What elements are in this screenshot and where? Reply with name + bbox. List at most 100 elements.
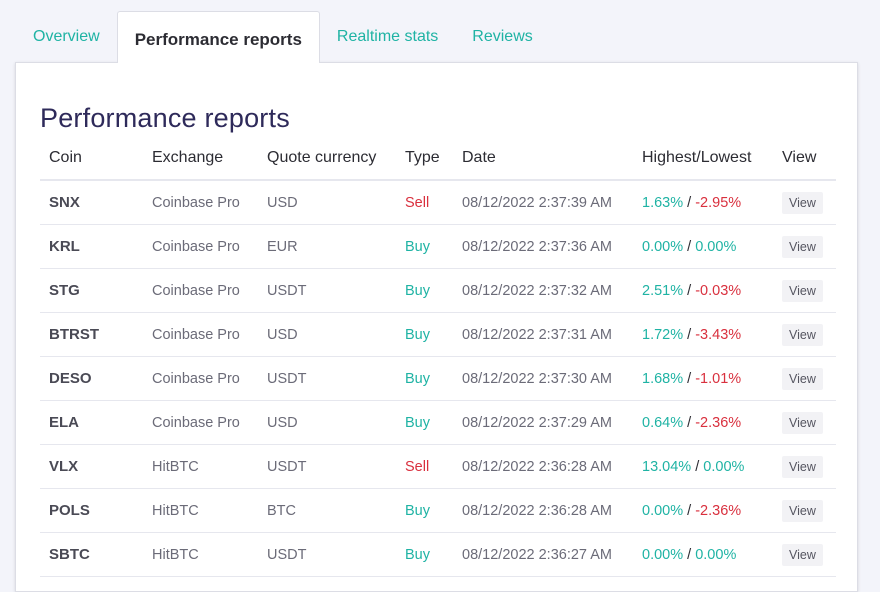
highest-value: 13.04% <box>642 458 692 475</box>
view-button[interactable]: View <box>782 499 823 522</box>
lowest-value: 0.00% <box>695 238 737 255</box>
date-cell: 08/12/2022 2:36:28 AM <box>453 488 633 533</box>
view-button[interactable]: View <box>782 235 823 258</box>
lowest-value: -2.36% <box>695 414 742 431</box>
table-row: SBTC HitBTC USDT Buy 08/12/2022 2:36:27 AM 0.… <box>40 532 836 577</box>
separator: / <box>687 502 692 519</box>
quote-currency-cell: USDT <box>258 532 396 577</box>
date-cell: 08/12/2022 2:37:29 AM <box>453 400 633 445</box>
view-cell: View <box>773 356 836 401</box>
reports-table: Coin Exchange Quote currency Type Date H… <box>40 137 836 577</box>
table-row: POLS HitBTC BTC Buy 08/12/2022 2:36:28 AM 0.0… <box>40 488 836 533</box>
coin-cell: BTRST <box>40 312 143 357</box>
exchange-cell: HitBTC <box>143 532 258 577</box>
column-header-exchange: Exchange <box>143 137 258 181</box>
highest-value: 2.51% <box>642 282 684 299</box>
column-header-highest-lowest: Highest/Lowest <box>633 137 773 181</box>
separator: / <box>687 282 692 299</box>
type-cell: Sell <box>396 180 453 225</box>
coin-cell: KRL <box>40 224 143 269</box>
exchange-cell: Coinbase Pro <box>143 224 258 269</box>
table-row: DESO Coinbase Pro USDT Buy 08/12/2022 2:37:3… <box>40 356 836 401</box>
separator: / <box>695 458 700 475</box>
quote-currency-cell: USD <box>258 312 396 357</box>
highest-value: 1.68% <box>642 370 684 387</box>
exchange-cell: Coinbase Pro <box>143 356 258 401</box>
type-cell: Buy <box>396 224 453 269</box>
lowest-value: -0.03% <box>695 282 742 299</box>
coin-cell: DESO <box>40 356 143 401</box>
column-header-type: Type <box>396 137 453 181</box>
date-cell: 08/12/2022 2:36:28 AM <box>453 444 633 489</box>
view-cell: View <box>773 180 836 225</box>
highest-value: 1.63% <box>642 194 684 211</box>
view-cell: View <box>773 224 836 269</box>
view-cell: View <box>773 532 836 577</box>
view-button[interactable]: View <box>782 279 823 302</box>
highest-value: 1.72% <box>642 326 684 343</box>
quote-currency-cell: EUR <box>258 224 396 269</box>
view-button[interactable]: View <box>782 411 823 434</box>
view-button[interactable]: View <box>782 323 823 346</box>
column-header-coin: Coin <box>40 137 143 181</box>
view-cell: View <box>773 312 836 357</box>
highest-lowest-cell: 0.64% / -2.36% <box>633 400 773 445</box>
highest-lowest-cell: 0.00% / 0.00% <box>633 532 773 577</box>
exchange-cell: Coinbase Pro <box>143 180 258 225</box>
table-header-row: Coin Exchange Quote currency Type Date H… <box>40 137 836 181</box>
view-cell: View <box>773 268 836 313</box>
date-cell: 08/12/2022 2:36:27 AM <box>453 532 633 577</box>
lowest-value: -2.95% <box>695 194 742 211</box>
view-cell: View <box>773 400 836 445</box>
column-header-date: Date <box>453 137 633 181</box>
content-card: Performance reports Coin Exchange Quote … <box>15 62 858 592</box>
table-row: STG Coinbase Pro USDT Buy 08/12/2022 2:37:32… <box>40 268 836 313</box>
coin-cell: VLX <box>40 444 143 489</box>
tab-realtime-stats[interactable]: Realtime stats <box>336 28 439 45</box>
highest-value: 0.00% <box>642 502 684 519</box>
type-cell: Buy <box>396 312 453 357</box>
type-cell: Sell <box>396 444 453 489</box>
quote-currency-cell: USD <box>258 180 396 225</box>
highest-lowest-cell: 1.68% / -1.01% <box>633 356 773 401</box>
tab-overview[interactable]: Overview <box>33 28 100 45</box>
coin-cell: ELA <box>40 400 143 445</box>
date-cell: 08/12/2022 2:37:31 AM <box>453 312 633 357</box>
lowest-value: -2.36% <box>695 502 742 519</box>
exchange-cell: Coinbase Pro <box>143 400 258 445</box>
type-cell: Buy <box>396 356 453 401</box>
lowest-value: -1.01% <box>695 370 742 387</box>
tab-reviews[interactable]: Reviews <box>472 28 533 45</box>
coin-cell: SNX <box>40 180 143 225</box>
type-cell: Buy <box>396 400 453 445</box>
date-cell: 08/12/2022 2:37:36 AM <box>453 224 633 269</box>
highest-value: 0.00% <box>642 546 684 563</box>
separator: / <box>687 326 692 343</box>
quote-currency-cell: USDT <box>258 356 396 401</box>
date-cell: 08/12/2022 2:37:30 AM <box>453 356 633 401</box>
table-row: BTRST Coinbase Pro USD Buy 08/12/2022 2:37:3… <box>40 312 836 357</box>
type-cell: Buy <box>396 532 453 577</box>
column-header-quote-currency: Quote currency <box>258 137 396 181</box>
quote-currency-cell: USD <box>258 400 396 445</box>
view-cell: View <box>773 488 836 533</box>
highest-lowest-cell: 1.63% / -2.95% <box>633 180 773 225</box>
separator: / <box>687 194 692 211</box>
highest-value: 0.64% <box>642 414 684 431</box>
view-cell: View <box>773 444 836 489</box>
highest-lowest-cell: 1.72% / -3.43% <box>633 312 773 357</box>
quote-currency-cell: USDT <box>258 268 396 313</box>
table-row: SNX Coinbase Pro USD Sell 08/12/2022 2:37:39… <box>40 180 836 225</box>
quote-currency-cell: USDT <box>258 444 396 489</box>
column-header-view: View <box>773 137 836 181</box>
separator: / <box>687 370 692 387</box>
view-button[interactable]: View <box>782 367 823 390</box>
view-button[interactable]: View <box>782 191 823 214</box>
lowest-value: -3.43% <box>695 326 742 343</box>
tab-performance-reports[interactable]: Performance reports <box>116 11 320 63</box>
table-row: VLX HitBTC USDT Sell 08/12/2022 2:36:28 AM 13… <box>40 444 836 489</box>
view-button[interactable]: View <box>782 543 823 566</box>
highest-value: 0.00% <box>642 238 684 255</box>
view-button[interactable]: View <box>782 455 823 478</box>
separator: / <box>687 414 692 431</box>
